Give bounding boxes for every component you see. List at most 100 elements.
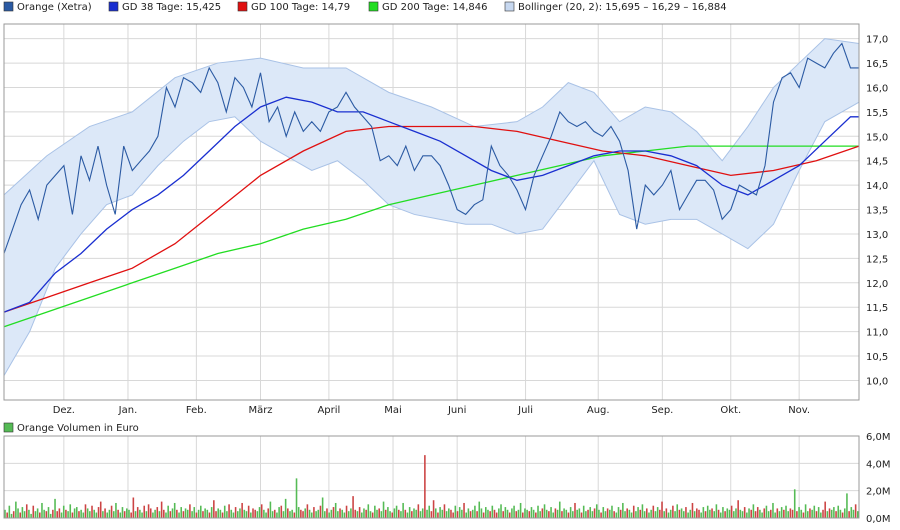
volume-bar: [711, 508, 713, 518]
volume-bar: [541, 508, 544, 518]
volume-bar: [485, 507, 487, 518]
volume-bar: [696, 508, 698, 518]
volume-bar: [195, 512, 198, 518]
volume-bar: [317, 509, 320, 518]
volume-bar: [282, 511, 285, 518]
volume-bar: [554, 508, 557, 518]
volume-bar: [163, 509, 165, 518]
volume-bar: [145, 511, 148, 518]
volume-bar: [674, 511, 676, 518]
volume-bar: [552, 512, 555, 518]
volume-bar: [404, 509, 407, 518]
volume-bar: [408, 507, 411, 518]
volume-bar: [260, 504, 263, 518]
volume-bar: [391, 512, 394, 518]
volume-bar: [12, 511, 15, 518]
volume-bar: [850, 507, 853, 518]
volume-bar: [465, 512, 467, 518]
volume-bar: [785, 505, 787, 518]
volume-bar: [537, 505, 539, 518]
volume-bar: [380, 511, 383, 518]
volume-bar: [369, 511, 372, 518]
volume-bar: [267, 508, 270, 518]
volume-bar: [202, 511, 204, 518]
volume-bar: [493, 509, 496, 518]
volume-bar: [743, 507, 746, 518]
vol-tick-label: 0,0M: [866, 514, 891, 525]
x-tick-label: Feb.: [186, 405, 207, 416]
volume-bar: [15, 501, 17, 518]
volume-bar: [672, 505, 674, 518]
volume-bar: [389, 511, 391, 518]
legend-swatch-gd38: [108, 1, 119, 12]
x-tick-label: Dez.: [53, 405, 75, 416]
volume-bar: [833, 507, 835, 518]
x-tick-label: Nov.: [788, 405, 810, 416]
volume-bar: [334, 502, 337, 518]
volume-bar: [754, 511, 757, 518]
volume-bar: [332, 507, 335, 518]
volume-bar: [80, 509, 82, 518]
volume-bar: [550, 507, 552, 518]
volume-bar: [434, 508, 437, 518]
volume-bar: [632, 505, 635, 518]
volume-bar: [580, 512, 583, 518]
volume-bar: [545, 509, 548, 518]
volume-bar: [654, 511, 657, 518]
volume-bar: [215, 511, 217, 518]
volume-bar: [656, 507, 659, 518]
volume-bar: [160, 501, 163, 518]
volume-bar: [726, 508, 729, 518]
volume-bar: [193, 507, 196, 518]
volume-bar: [21, 507, 24, 518]
volume-bar: [706, 505, 709, 518]
volume-bar: [574, 502, 576, 518]
volume-bar: [406, 512, 409, 518]
volume-bar: [413, 508, 415, 518]
volume-bar: [561, 511, 563, 518]
volume-bar: [365, 509, 367, 518]
volume-bar: [591, 511, 594, 518]
volume-bar: [780, 507, 783, 518]
volume-bar: [56, 511, 58, 518]
volume-bar: [724, 511, 726, 518]
volume-bar: [622, 502, 624, 518]
vol-tick-label: 6,0M: [866, 432, 891, 443]
volume-bar: [693, 511, 696, 518]
volume-bar: [300, 509, 302, 518]
volume-bar: [774, 512, 776, 518]
legend-label-gd200: GD 200 Tage: 14,846: [382, 2, 488, 13]
volume-bar: [239, 508, 241, 518]
volume-bar: [32, 505, 35, 518]
volume-bar: [345, 505, 348, 518]
volume-bar: [243, 509, 246, 518]
volume-bar: [835, 511, 837, 518]
volume-bar: [321, 497, 324, 518]
volume-bar: [728, 509, 731, 518]
volume-bar: [822, 509, 824, 518]
volume-bar: [491, 505, 494, 518]
volume-bar: [567, 512, 570, 518]
volume-bar: [506, 509, 509, 518]
legend: Orange (Xetra) GD 38 Tage: 15,425 GD 100…: [3, 1, 727, 13]
volume-bar: [843, 508, 846, 518]
volume-bar: [358, 507, 361, 518]
volume-bar: [165, 512, 167, 518]
volume-bar: [824, 501, 826, 518]
volume-bar: [374, 505, 376, 518]
volume-bar: [817, 507, 820, 518]
volume-bar: [89, 511, 91, 518]
volume-bar: [513, 505, 515, 518]
vol-tick-label: 2,0M: [866, 487, 891, 498]
volume-bar: [685, 507, 687, 518]
volume-bar: [443, 504, 446, 518]
volume-bar: [97, 507, 100, 518]
volume-bar: [34, 511, 37, 518]
volume-bar: [663, 511, 665, 518]
volume-bar: [178, 512, 180, 518]
volume-plot-frame: [3, 435, 860, 519]
volume-bar: [593, 508, 596, 518]
volume-bar: [800, 509, 803, 518]
volume-bar: [737, 500, 739, 518]
y-tick-label: 17,0: [866, 35, 888, 46]
